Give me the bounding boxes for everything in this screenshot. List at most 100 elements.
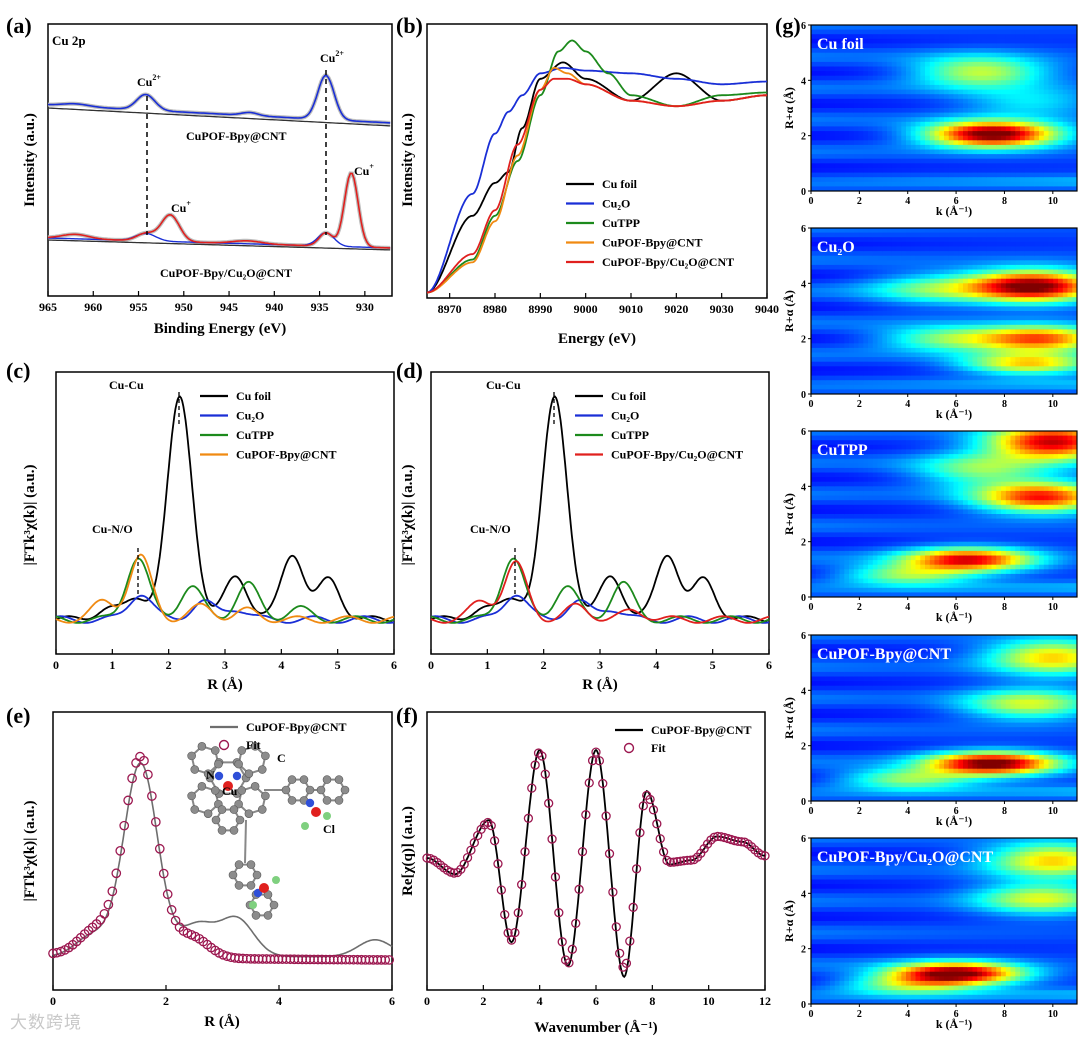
heat-cell xyxy=(830,481,836,487)
heat-cell xyxy=(811,467,817,474)
heat-cell xyxy=(958,57,964,63)
heat-cell xyxy=(815,297,822,303)
heat-cell xyxy=(877,186,883,191)
heat-cell xyxy=(948,75,955,81)
heat-cell xyxy=(811,458,817,464)
heat-cell xyxy=(811,380,817,386)
carbon-atom xyxy=(235,815,245,825)
heat-cell xyxy=(896,167,902,174)
heat-cell xyxy=(839,52,845,58)
heat-cell xyxy=(901,380,907,386)
heat-cell xyxy=(963,117,969,123)
heat-cell xyxy=(982,126,988,132)
heat-cell xyxy=(996,98,1002,104)
heat-cell xyxy=(844,467,850,474)
heat-cell xyxy=(1029,34,1035,40)
heat-cell xyxy=(844,334,850,340)
heat-cell xyxy=(896,48,902,54)
heat-cell xyxy=(1062,232,1069,238)
heat-cell xyxy=(986,380,993,386)
heat-cell xyxy=(1024,274,1031,280)
heat-cell xyxy=(844,546,850,552)
heat-cell xyxy=(839,329,845,335)
heat-cell xyxy=(953,112,959,118)
heat-cell xyxy=(929,71,936,77)
heat-cell xyxy=(882,163,888,169)
heat-cell xyxy=(868,52,874,58)
heat-cell xyxy=(830,186,836,191)
heat-cell xyxy=(1053,352,1059,358)
heat-cell xyxy=(853,103,860,109)
heat-cell xyxy=(815,352,822,358)
heat-cell xyxy=(868,43,874,49)
heat-cell xyxy=(896,135,902,141)
heat-cell xyxy=(986,375,993,381)
x-tick-label: 2 xyxy=(857,196,862,207)
x-tick-label: 2 xyxy=(480,994,486,1008)
heat-cell xyxy=(1001,135,1007,141)
fit-point xyxy=(516,879,527,890)
heat-cell xyxy=(972,255,978,261)
heat-cell xyxy=(811,578,817,584)
heat-cell xyxy=(1015,25,1021,31)
heat-cell xyxy=(877,158,883,164)
heat-cell xyxy=(1072,52,1077,58)
heat-cell xyxy=(844,500,850,506)
carbon-atom xyxy=(250,742,260,751)
heat-cell xyxy=(868,98,874,104)
heat-cell xyxy=(1024,112,1031,118)
heat-cell xyxy=(982,172,988,178)
heat-cell xyxy=(887,241,893,247)
heat-cell xyxy=(1015,149,1021,155)
heat-cell xyxy=(1015,269,1021,275)
heat-cell xyxy=(1067,264,1073,271)
heat-cell xyxy=(982,144,988,151)
heat-cell xyxy=(958,269,964,275)
heat-cell xyxy=(858,43,864,49)
heat-cell xyxy=(834,274,841,280)
heat-cell xyxy=(996,278,1002,284)
ft-curves xyxy=(430,395,770,624)
heat-cell xyxy=(815,324,822,330)
heat-cell xyxy=(811,329,817,335)
heat-cell xyxy=(934,228,940,234)
heat-cell xyxy=(1062,66,1069,72)
heat-cell xyxy=(915,163,921,169)
heat-cell xyxy=(839,186,845,191)
heat-cell xyxy=(887,334,893,340)
heat-cell xyxy=(825,283,831,289)
x-tick-label: 9020 xyxy=(664,302,688,316)
heat-cell xyxy=(982,297,988,303)
heat-cell xyxy=(844,490,850,497)
heat-cell xyxy=(1005,264,1012,271)
heat-cell xyxy=(1010,52,1016,58)
fit-point xyxy=(554,908,564,918)
heat-cell xyxy=(811,343,817,349)
heat-cell xyxy=(1067,352,1073,358)
heat-cell xyxy=(953,144,959,151)
heat-cell xyxy=(1020,370,1026,377)
heat-cell xyxy=(1001,315,1007,321)
heat-cell xyxy=(929,274,936,280)
heat-cell xyxy=(811,324,817,330)
heat-cell xyxy=(830,98,836,104)
heat-cell xyxy=(872,163,879,169)
heat-cell xyxy=(953,274,959,280)
heat-cell xyxy=(844,560,850,566)
heat-cell xyxy=(825,573,831,580)
heat-cell xyxy=(972,172,978,178)
heat-cell xyxy=(1053,370,1059,377)
heat-cell xyxy=(948,274,955,280)
heat-cell xyxy=(915,181,921,187)
heat-cell xyxy=(877,108,883,114)
heat-cell xyxy=(991,103,997,109)
heat-cell xyxy=(863,278,869,284)
heat-cell xyxy=(939,260,945,266)
heat-cell xyxy=(1029,25,1035,31)
heat-cell xyxy=(1001,292,1007,298)
heat-cell xyxy=(815,454,822,460)
heat-cell xyxy=(868,167,874,174)
heat-cell xyxy=(1001,324,1007,330)
heat-cell xyxy=(887,126,893,132)
heat-cell xyxy=(825,172,831,178)
